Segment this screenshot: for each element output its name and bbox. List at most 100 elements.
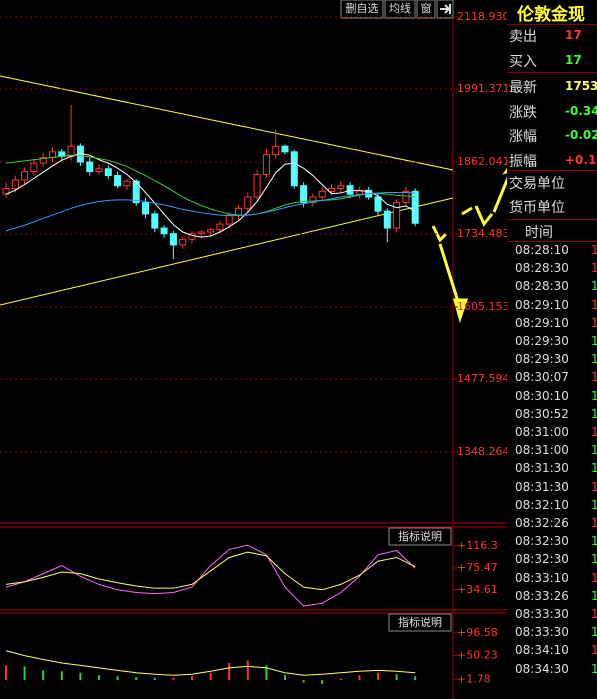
candle-body — [337, 185, 345, 190]
button-label[interactable]: 指标说明 — [398, 615, 442, 629]
trade-time: 08:30:52 — [515, 406, 569, 421]
row-divider — [507, 170, 597, 171]
button[interactable] — [340, 0, 384, 19]
trade-time: 08:34:10 — [515, 643, 569, 658]
candle-body — [123, 180, 131, 187]
candle-body — [197, 231, 205, 235]
candle-body — [272, 145, 280, 156]
trade-time: 08:29:30 — [515, 334, 569, 348]
candle-body — [300, 185, 308, 204]
trade-price: 1 — [591, 370, 597, 385]
candle-body — [383, 210, 391, 229]
button-label[interactable]: 删自选 — [346, 2, 379, 15]
trade-time: 08:33:30 — [515, 625, 569, 640]
button-label[interactable]: 指标说明 — [398, 529, 442, 543]
button[interactable] — [416, 0, 436, 19]
trade-price: 1 — [591, 661, 597, 676]
candle-body — [114, 175, 122, 187]
candle-body — [355, 189, 363, 195]
candle-body — [225, 214, 233, 225]
trade-time: 08:33:10 — [515, 570, 569, 585]
button-label[interactable]: 窗 — [421, 1, 432, 15]
y-tick-label: +1.78 — [457, 672, 491, 685]
candle-body — [160, 227, 168, 235]
quote-value: 17 — [565, 28, 582, 42]
row-divider — [507, 24, 597, 25]
candle-body — [318, 190, 326, 198]
y-tick-label: 1348.264 — [457, 445, 507, 458]
trade-time: 08:32:30 — [515, 552, 569, 567]
candle-body — [281, 145, 289, 153]
trade-price: 1 — [591, 315, 597, 330]
candle-body — [142, 202, 149, 215]
trade-price: 1 — [591, 443, 597, 458]
arrow — [502, 168, 507, 175]
candle-body — [179, 238, 187, 246]
candle-body — [235, 207, 242, 216]
trend-line — [0, 75, 454, 171]
trade-price: 1 — [591, 279, 597, 294]
y-tick-label: +96.58 — [457, 626, 498, 639]
row-divider — [507, 72, 597, 73]
quote-panel: 伦敦金现 卖出 17 买入 17 最新 1753.55 涨跌 -0.34 涨幅 -0.02 振幅 +0… — [507, 0, 597, 699]
candle-body — [30, 162, 38, 173]
quote-value: +0.13 — [565, 152, 597, 167]
trade-price: 1 — [591, 261, 597, 276]
y-tick-label: 2118.930 — [457, 10, 507, 23]
y-tick-label: 1734.483 — [457, 227, 507, 240]
button[interactable] — [388, 613, 452, 632]
trade-price: 1 — [591, 297, 597, 312]
candle-body — [374, 196, 382, 212]
candle-body — [49, 151, 56, 158]
time-header: 时间 — [525, 225, 553, 241]
toolbar: 删自选 均线 窗 — [340, 0, 454, 19]
quote-label: 振幅 — [509, 153, 537, 170]
candle-body — [290, 151, 298, 187]
button[interactable] — [384, 0, 416, 19]
trade-price: 1 — [591, 570, 597, 585]
arrow — [461, 206, 473, 216]
button[interactable] — [388, 527, 452, 546]
indicator-line — [5, 544, 416, 607]
quote-label: 涨跌 — [509, 104, 537, 121]
trade-time: 08:28:30 — [515, 279, 569, 294]
y-tick-label: +116.3 — [457, 539, 498, 552]
row-divider — [507, 219, 597, 220]
trade-time: 08:32:10 — [515, 497, 569, 512]
candle-body — [216, 223, 224, 231]
candle-body — [39, 156, 47, 164]
trade-time: 08:32:26 — [515, 516, 569, 530]
trade-time: 08:31:00 — [515, 443, 569, 458]
trade-price: 1 — [591, 625, 597, 640]
moving-average — [5, 191, 416, 232]
trade-time: 08:33:30 — [515, 607, 569, 621]
trade-price: 1 — [591, 516, 597, 530]
trade-price: 1 — [591, 461, 597, 476]
arrow-icon — [440, 4, 451, 14]
trade-time: 08:29:10 — [515, 297, 569, 312]
quote-label: 买入 — [509, 53, 537, 70]
candle-body — [207, 229, 215, 233]
trade-time: 08:30:07 — [515, 370, 569, 385]
trade-time: 08:34:30 — [515, 661, 569, 676]
candle-body — [188, 233, 196, 240]
candle-body — [151, 213, 159, 229]
moving-average — [5, 154, 416, 216]
y-tick-label: +34.61 — [457, 583, 498, 596]
candle-body — [262, 154, 270, 175]
instrument-title: 伦敦金现 — [517, 5, 585, 25]
arrow — [474, 205, 494, 227]
trade-price: 1 — [591, 352, 597, 367]
trade-price: 1 — [591, 406, 597, 421]
trade-time: 08:28:10 — [515, 243, 569, 257]
trade-time: 08:29:30 — [515, 352, 569, 367]
arrow — [492, 176, 507, 213]
candle-body — [169, 233, 177, 246]
trade-price: 1 — [591, 479, 597, 494]
indicator-line — [5, 650, 416, 676]
annotation-arrows — [431, 168, 507, 324]
trade-time: 08:31:00 — [515, 425, 569, 439]
trade-price: 1 — [591, 334, 597, 348]
button-label[interactable]: 均线 — [389, 1, 411, 15]
